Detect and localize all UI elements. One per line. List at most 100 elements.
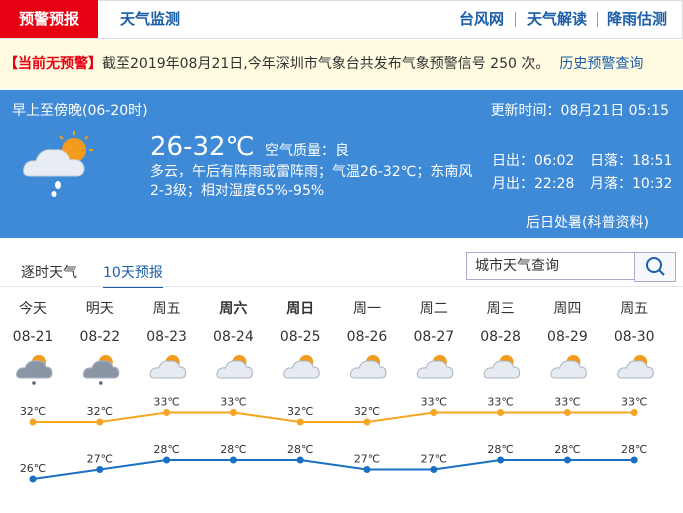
high-temp-point (630, 409, 638, 416)
high-temp-label: 32℃ (354, 405, 380, 418)
high-temp-label: 33℃ (153, 396, 179, 409)
updated: 更新时间：08月21日 05:15 (490, 103, 669, 119)
low-temp-label: 26℃ (20, 462, 46, 475)
high-temp-label: 32℃ (287, 405, 313, 418)
day-label: 明天 (86, 301, 114, 317)
day-label: 周六 (219, 300, 247, 317)
search-input[interactable]: 城市天气查询 (466, 252, 641, 280)
period: 早上至傍晚(06-20时) (12, 103, 148, 119)
high-temp-point (430, 409, 438, 416)
day-label: 周五 (620, 301, 648, 317)
low-temp-point (363, 466, 371, 473)
low-temp-label: 27℃ (354, 453, 380, 466)
date-label: 08-24 (213, 329, 254, 345)
date-label: 08-29 (547, 329, 588, 345)
cloud (216, 360, 253, 379)
weather-icon (23, 131, 93, 197)
sunrise: 日出：06:02 (492, 153, 575, 169)
tab[interactable]: 预警预报 (0, 0, 98, 38)
forecast-chart: 今天 08-21 明天 08-22 周五 08-23 周六 08-24 周日 08-25 周一 08-… (13, 300, 655, 483)
day-label: 周五 (153, 301, 181, 317)
weather-icon (149, 355, 187, 379)
rain-drop (99, 381, 103, 385)
low-temp-label: 28℃ (621, 443, 647, 456)
date-label: 08-25 (280, 329, 321, 345)
rain-drop (32, 381, 36, 385)
cloud (617, 360, 654, 379)
low-temp-label: 28℃ (554, 443, 580, 456)
search-button[interactable] (634, 252, 676, 282)
weather-icon (483, 355, 521, 379)
weather-icon (416, 355, 454, 379)
weather-icon (617, 355, 654, 379)
cloud (82, 360, 120, 379)
weather-icon (283, 355, 320, 379)
high-temp-label: 33℃ (220, 396, 246, 409)
high-temp-point (163, 409, 171, 416)
forecast-tab[interactable]: 逐时天气 (21, 265, 77, 281)
low-temp-point (229, 456, 237, 464)
alert-text: 截至2019年08月21日,今年深圳市气象台共发布气象预警信号 250 次。 (102, 56, 550, 72)
solar-term-note[interactable]: 后日处暑(科普资料) (526, 215, 649, 231)
date-label: 08-21 (13, 329, 54, 345)
low-temp-label: 28℃ (220, 443, 246, 456)
description: 多云，午后有阵雨或雷阵雨；气温26-32℃；东南风2-3级；相对湿度65%-95… (150, 164, 473, 199)
date-label: 08-22 (79, 329, 120, 345)
separator (597, 12, 598, 27)
link[interactable]: 台风网 (459, 10, 505, 28)
high-temp-label: 33℃ (421, 396, 447, 409)
low-temp-point (163, 456, 171, 464)
alert-bar: 【当前无预警】截至2019年08月21日,今年深圳市气象台共发布气象预警信号 2… (0, 40, 683, 88)
high-temp-point (229, 409, 237, 416)
high-temp-point (296, 418, 304, 426)
date-label: 08-23 (146, 329, 187, 345)
low-temp-point (29, 475, 37, 483)
moonrise: 月出：22:28 (492, 176, 575, 192)
low-temp-label: 28℃ (153, 443, 179, 456)
tab[interactable]: 天气监测 (120, 10, 181, 28)
date-label: 08-26 (347, 329, 388, 345)
weather-icon (16, 355, 53, 385)
cloud (16, 360, 53, 379)
link[interactable]: 天气解读 (527, 10, 588, 28)
weather-icon (82, 355, 120, 385)
day-label: 周二 (420, 301, 448, 317)
divider (0, 286, 683, 287)
history-link[interactable]: 历史预警查询 (559, 56, 644, 72)
low-temp-point (96, 466, 104, 473)
cloud (149, 360, 187, 379)
weather-icon (350, 355, 387, 379)
low-temp-label: 27℃ (87, 453, 113, 466)
day-label: 周四 (553, 301, 581, 317)
temperature: 26-32℃ (150, 132, 255, 162)
cloud (283, 360, 320, 379)
high-temp-label: 33℃ (487, 396, 513, 409)
day-label: 周日 (286, 301, 314, 317)
high-temp-label: 32℃ (87, 405, 113, 418)
date-label: 08-28 (480, 329, 521, 345)
moonset: 月落：10:32 (590, 176, 673, 192)
weather-icon (550, 355, 587, 379)
link[interactable]: 降雨估测 (607, 10, 668, 28)
low-temp-point (630, 456, 638, 464)
low-temp-point (497, 456, 505, 464)
separator (515, 12, 516, 27)
today-panel: 早上至傍晚(06-20时) 更新时间：08月21日 05:15 26-32℃ 空… (0, 90, 683, 238)
forecast-tab[interactable]: 10天预报 (103, 262, 163, 288)
cloud (416, 360, 454, 379)
high-temp-point (563, 409, 571, 416)
day-label: 今天 (19, 301, 47, 317)
low-temp-line (32, 459, 635, 480)
low-temp-label: 28℃ (487, 443, 513, 456)
day-label: 周一 (353, 301, 381, 317)
cloud (483, 360, 521, 379)
low-temp-point (563, 456, 571, 464)
low-temp-label: 27℃ (421, 453, 447, 466)
date-label: 08-27 (413, 329, 454, 345)
air-quality: 空气质量：良 (265, 143, 349, 159)
date-label: 08-30 (614, 329, 655, 345)
high-temp-label: 33℃ (621, 396, 647, 409)
alert-status: 【当前无预警】 (4, 56, 102, 72)
high-temp-line (33, 411, 635, 423)
